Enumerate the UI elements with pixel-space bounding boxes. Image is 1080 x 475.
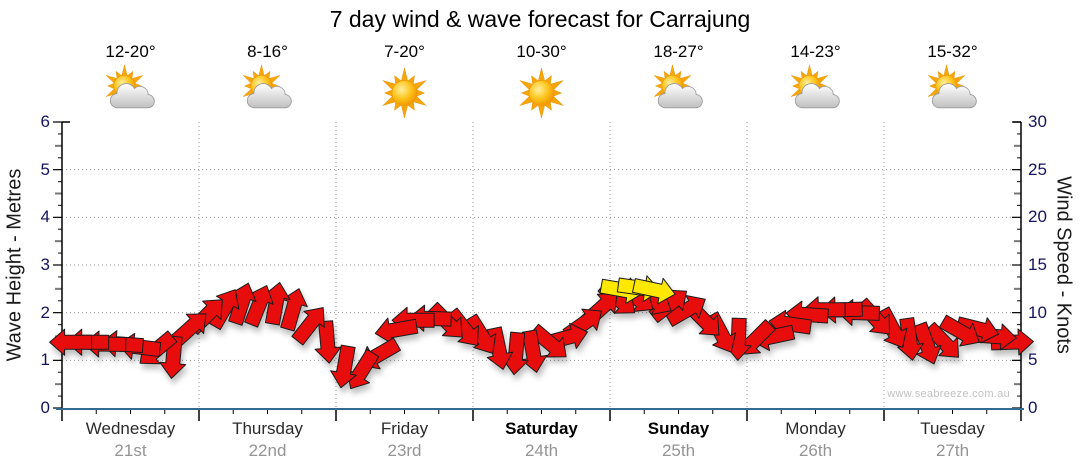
day-name: Friday <box>380 419 429 438</box>
wave-tick-label: 3 <box>40 255 50 274</box>
wind-arrow <box>501 331 529 376</box>
axis-tick-marks <box>53 121 1022 421</box>
day-date: 22nd <box>248 441 287 460</box>
wind-tick-label: 30 <box>1028 112 1047 131</box>
day-date: 27th <box>935 441 970 460</box>
wind-arrow <box>207 289 240 331</box>
day-name: Monday <box>785 419 846 438</box>
day-date: 23rd <box>387 441 422 460</box>
day-name: Thursday <box>232 419 303 438</box>
sun-cloud-icon <box>242 64 292 109</box>
sun-cloud-icon <box>653 64 703 109</box>
day-temperature: 15-32° <box>927 42 978 61</box>
wind-arrow-series <box>49 275 1034 390</box>
wave-tick-label: 5 <box>40 159 50 179</box>
wave-tick-label: 1 <box>40 350 50 370</box>
wind-tick-label: 0 <box>1028 398 1038 417</box>
gust-arrow <box>632 277 676 305</box>
day-name: Tuesday <box>920 419 985 438</box>
day-temperature: 10-30° <box>516 42 567 61</box>
day-temperature: 7-20° <box>384 42 425 61</box>
wind-arrow <box>938 314 980 347</box>
wind-tick-label: 20 <box>1028 207 1047 227</box>
wind-arrow <box>330 344 357 389</box>
wave-tick-label: 0 <box>40 398 50 417</box>
day-name: Sunday <box>647 419 710 438</box>
wind-tick-label: 15 <box>1028 255 1047 274</box>
day-temperature: 12-20° <box>105 42 156 61</box>
day-temperature: 18-27° <box>653 42 704 61</box>
day-temperature: 8-16° <box>247 42 288 61</box>
sun-cloud-icon <box>105 64 155 109</box>
day-date: 24th <box>524 441 559 460</box>
axis-lines <box>56 121 1024 410</box>
page-title: 7 day wind & wave forecast for Carrajung <box>329 6 751 32</box>
sun-icon <box>382 67 427 119</box>
wind-tick-label: 25 <box>1028 159 1047 179</box>
wind-arrow <box>49 328 93 356</box>
watermark: www.seabreeze.com.au <box>887 388 1010 400</box>
wind-arrow <box>291 307 325 346</box>
wind-tick-label: 10 <box>1028 302 1047 322</box>
wind-arrow <box>897 317 924 361</box>
weather-icons <box>105 64 977 119</box>
day-date: 26th <box>798 441 833 460</box>
wind-arrow <box>314 320 342 364</box>
wave-tick-label: 2 <box>40 302 50 322</box>
sun-cloud-icon <box>927 64 977 109</box>
sun-icon <box>519 67 564 119</box>
sun-cloud-icon <box>790 64 840 109</box>
wave-tick-label: 4 <box>40 207 50 227</box>
day-date: 25th <box>661 441 696 460</box>
day-name: Saturday <box>505 419 578 438</box>
wave-tick-label: 6 <box>40 112 50 131</box>
wind-arrow <box>664 295 706 327</box>
day-temperature: 14-23° <box>790 42 841 61</box>
wind-tick-label: 5 <box>1028 350 1038 370</box>
day-name: Wednesday <box>85 419 176 438</box>
day-date: 21st <box>114 441 147 460</box>
